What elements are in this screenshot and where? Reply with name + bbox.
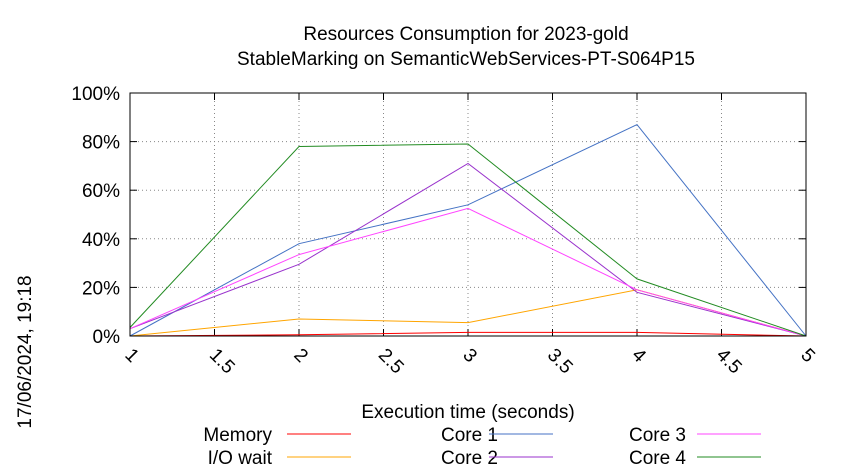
legend-label-core-4: Core 4 (629, 448, 686, 469)
x-tick-label: 4 (627, 345, 650, 368)
series-line-memory (129, 331, 807, 337)
x-tick-label: 1.5 (205, 345, 239, 379)
series-line-core-1 (129, 123, 807, 337)
y-tick-label: 20% (82, 278, 120, 299)
series-line-core-2 (129, 162, 807, 337)
y-tick-label: 40% (82, 230, 120, 251)
series-line-core-3 (129, 207, 807, 337)
x-tick-label: 2.5 (374, 345, 408, 379)
chart-title-line1: Resources Consumption for 2023-gold (303, 24, 628, 45)
x-axis-label: Execution time (seconds) (361, 402, 574, 423)
y-tick-label: 60% (82, 181, 120, 202)
plot-frame (129, 92, 807, 337)
chart-title-line2: StableMarking on SemanticWebServices-PT-… (237, 49, 695, 70)
series-line-core-4 (129, 143, 807, 337)
series-lines (129, 123, 807, 337)
y-tick-label: 100% (71, 84, 120, 105)
legend-label-core-3: Core 3 (629, 425, 686, 446)
y-tick-label: 80% (82, 133, 120, 154)
legend-label-i-o-wait: I/O wait (208, 448, 273, 469)
legend-label-core-1: Core 1 (441, 425, 498, 446)
x-tick-label: 5 (796, 345, 818, 367)
x-tick-label: 3.5 (543, 345, 577, 379)
legend-label-memory: Memory (203, 425, 272, 446)
x-tick-label: 2 (289, 345, 311, 367)
y-tick-label: 0% (93, 327, 121, 348)
grid (130, 93, 806, 336)
x-tick-label: 1 (120, 345, 142, 367)
x-tick-label: 4.5 (712, 345, 746, 379)
legend-label-core-2: Core 2 (441, 448, 498, 469)
x-tick-label: 3 (458, 345, 480, 367)
side-timestamp: 17/06/2024, 19:18 (15, 275, 36, 428)
